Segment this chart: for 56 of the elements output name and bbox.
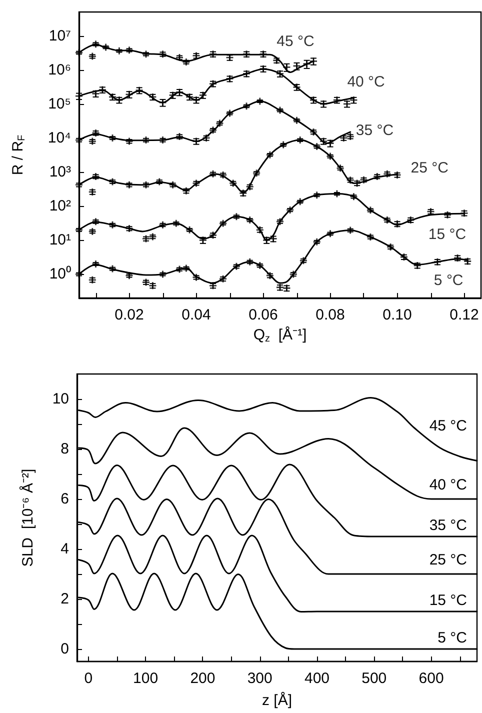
x-tick-label: 0.06 xyxy=(248,306,278,324)
point xyxy=(76,92,82,100)
series-label: 5 °C xyxy=(434,272,464,290)
series-label: 25 °C xyxy=(429,552,468,568)
point xyxy=(333,190,340,198)
x-axis-title: z [Å] xyxy=(262,691,292,709)
y-tick-label: 2 xyxy=(60,590,69,608)
y-axis-title: R / RF xyxy=(10,134,28,176)
x-tick-label: 0.04 xyxy=(182,306,211,324)
point xyxy=(76,226,82,234)
series-label: 15 °C xyxy=(428,226,466,244)
series-label: 25 °C xyxy=(410,159,449,176)
x-tick-label: 0.08 xyxy=(316,306,345,324)
y-tick-label: 10⁶ xyxy=(48,61,71,78)
y-tick-label: 10⁵ xyxy=(48,95,71,112)
point xyxy=(76,181,82,188)
point xyxy=(172,220,180,227)
y-tick-label: 8 xyxy=(60,440,69,458)
point xyxy=(293,116,300,124)
x-tick-label: 100 xyxy=(133,670,158,687)
x-tick-label: 0.10 xyxy=(382,306,412,324)
x-tick-label: 500 xyxy=(362,670,387,687)
y-tick-label: 10² xyxy=(49,198,71,215)
y-tick-label: 10 xyxy=(52,390,69,408)
x-tick-label: 0.12 xyxy=(450,306,479,324)
x-tick-label: 0.02 xyxy=(114,306,144,324)
x-tick-label: 200 xyxy=(190,670,216,687)
point xyxy=(102,44,110,51)
x-tick-label: 600 xyxy=(418,670,444,687)
y-axis-title: SLD [10⁻⁶ Å⁻²] xyxy=(18,468,36,567)
point xyxy=(220,220,227,227)
y-tick-label: 0 xyxy=(60,640,69,658)
series-label: 40 °C xyxy=(429,476,468,494)
y-tick-label: 4 xyxy=(60,540,69,558)
y-tick-label: 10⁷ xyxy=(48,27,71,44)
series-label: 45 °C xyxy=(429,417,468,434)
y-tick-label: 10³ xyxy=(49,164,71,181)
point xyxy=(296,136,304,144)
point xyxy=(256,98,264,105)
series-label: 35 °C xyxy=(356,122,394,140)
series-label: 35 °C xyxy=(429,517,468,534)
point xyxy=(92,260,100,268)
y-tick-label: 10⁰ xyxy=(49,266,71,283)
point xyxy=(76,49,82,56)
x-tick-label: 400 xyxy=(304,670,330,687)
x-tick-label: 300 xyxy=(247,670,272,687)
series-label: 15 °C xyxy=(429,592,468,609)
x-tick-label: 0 xyxy=(84,670,93,687)
y-tick-label: 10⁴ xyxy=(48,129,71,146)
y-tick-label: 10¹ xyxy=(49,232,71,249)
point xyxy=(266,151,274,158)
series-label: 5 °C xyxy=(438,630,468,646)
y-tick-label: 6 xyxy=(60,490,69,508)
series-label: 40 °C xyxy=(347,74,386,91)
series-label: 45 °C xyxy=(276,33,315,50)
point xyxy=(116,47,123,54)
